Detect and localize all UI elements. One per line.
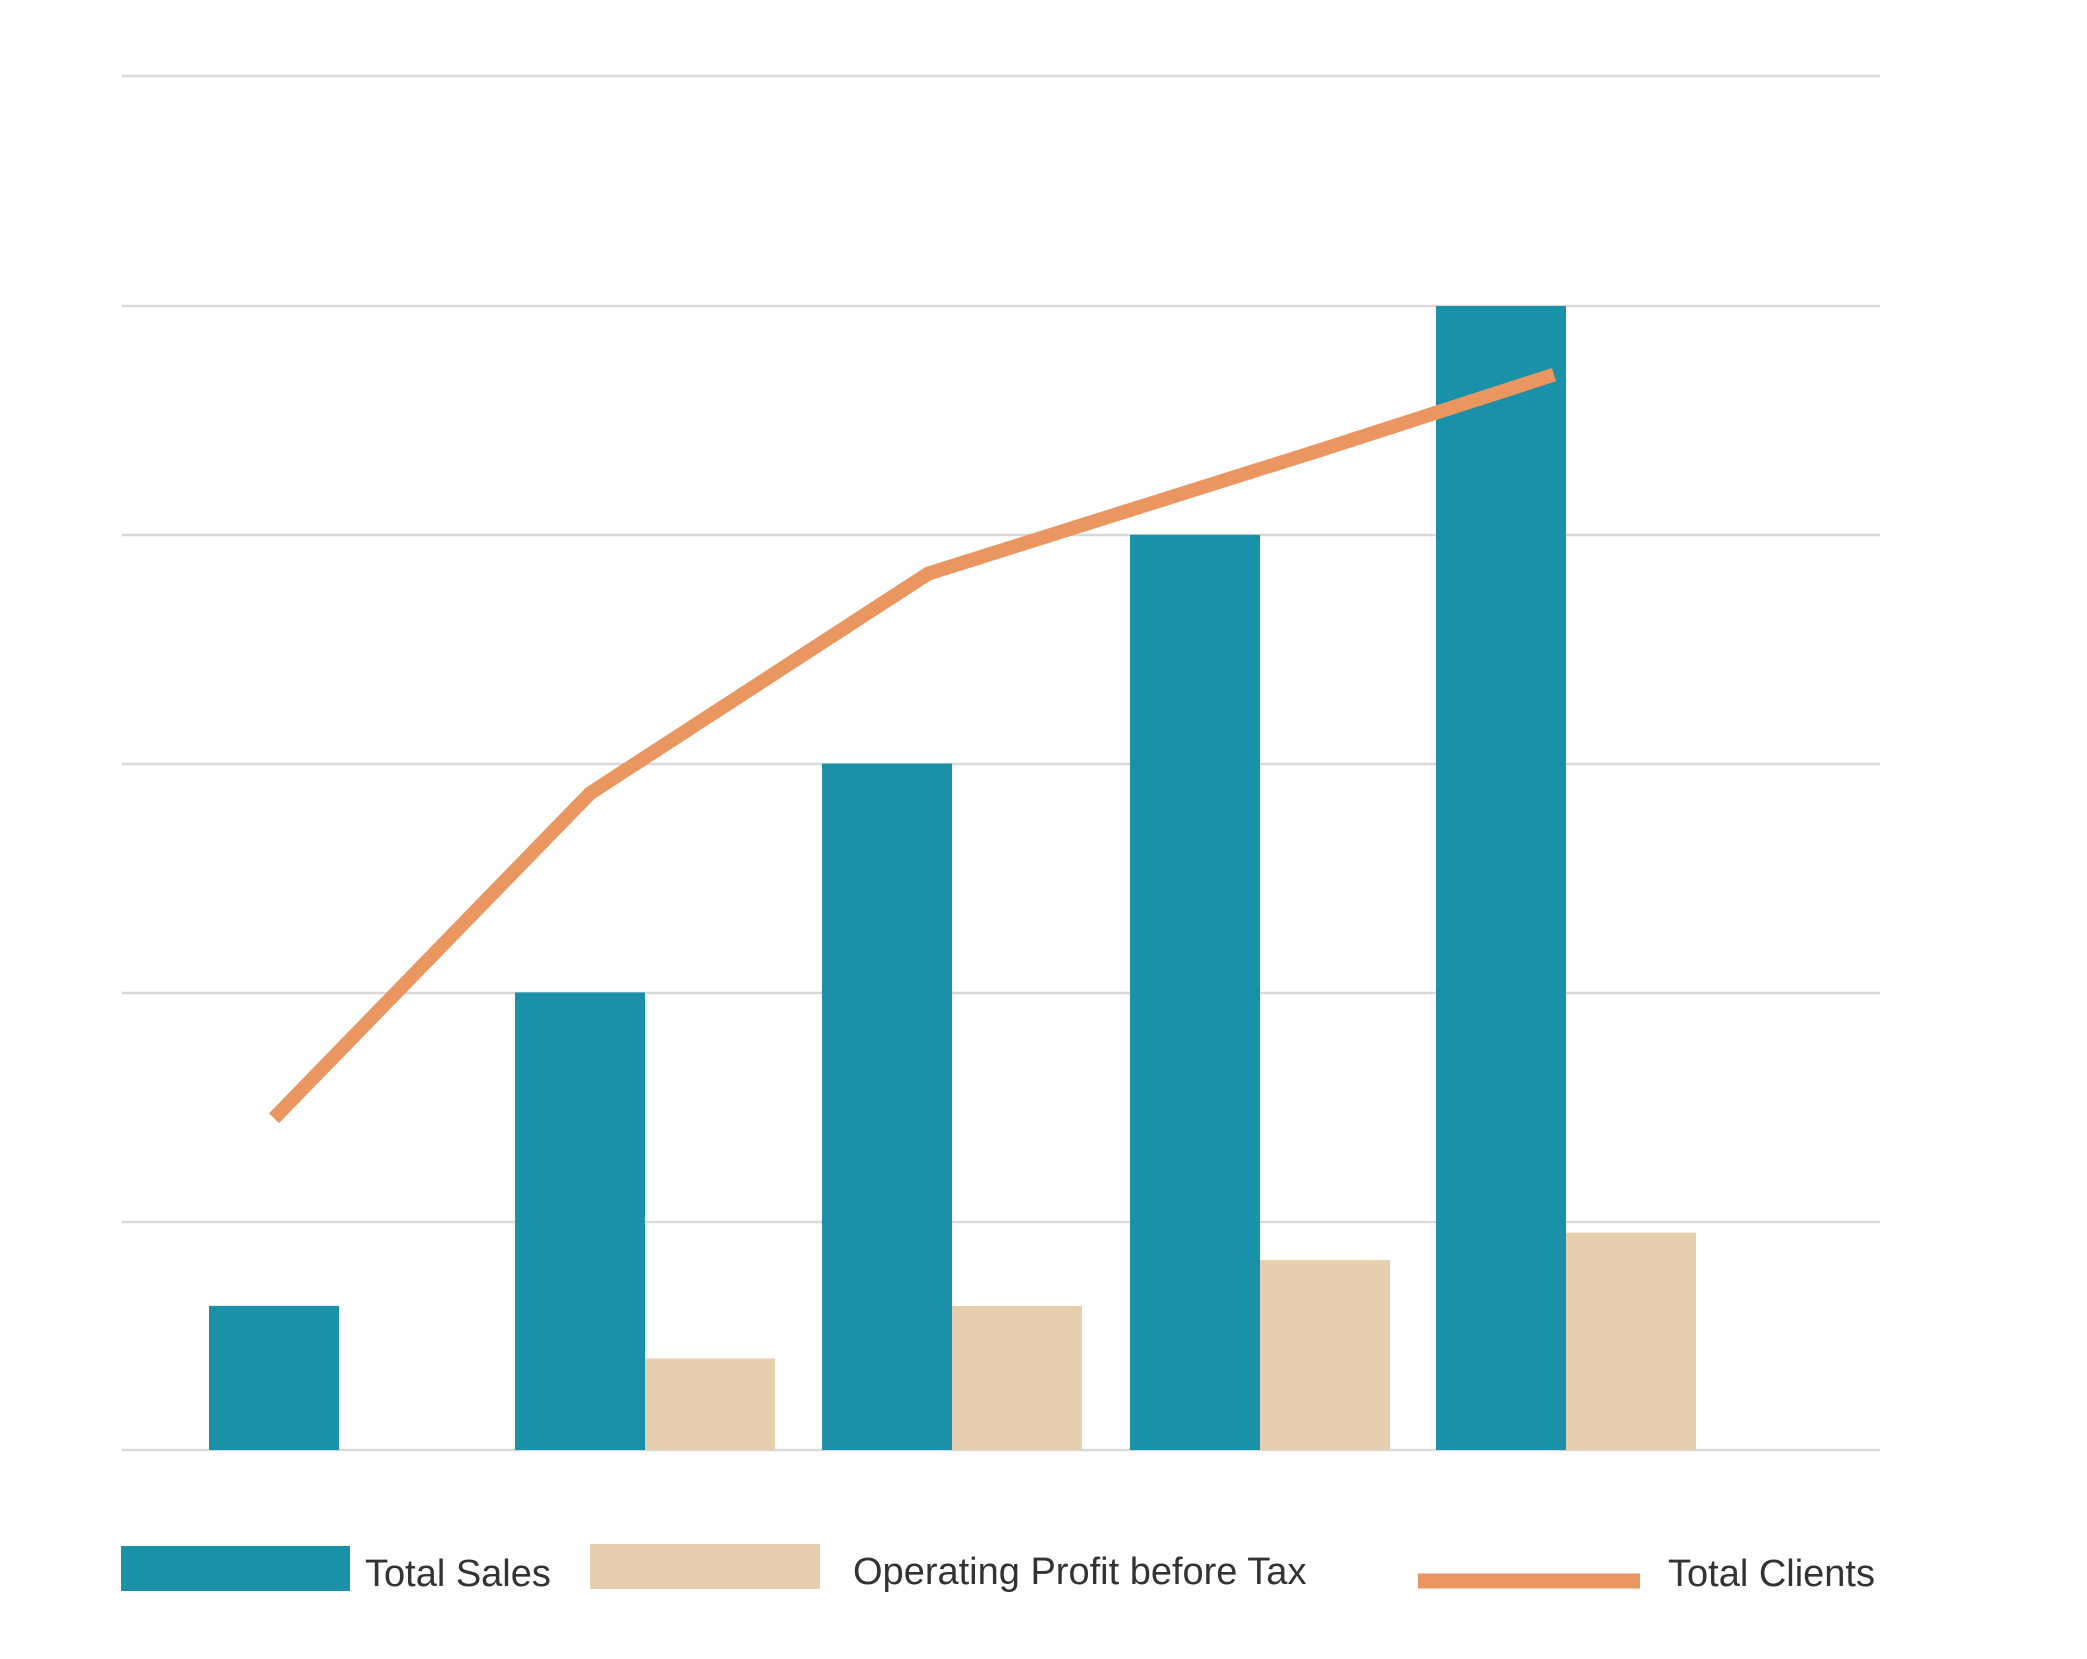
bar-operating-profit-4 bbox=[1260, 1260, 1390, 1450]
bar-operating-profit-2 bbox=[645, 1358, 775, 1450]
bar-total-sales-2 bbox=[515, 992, 645, 1450]
legend-label-total-clients: Total Clients bbox=[1668, 1553, 1875, 1595]
bar-operating-profit-5 bbox=[1566, 1232, 1696, 1450]
lines bbox=[268, 367, 1557, 1124]
line-total-clients bbox=[268, 367, 1557, 1124]
bars bbox=[209, 306, 1696, 1450]
bar-total-sales-4 bbox=[1130, 534, 1260, 1450]
bar-operating-profit-3 bbox=[952, 1305, 1082, 1450]
legend-swatch-operating-profit bbox=[590, 1544, 820, 1589]
bar-total-sales-5 bbox=[1436, 306, 1566, 1450]
legend: Total Sales Operating Profit before Tax … bbox=[121, 1544, 1875, 1595]
legend-label-total-sales: Total Sales bbox=[365, 1553, 551, 1595]
legend-swatch-total-sales bbox=[121, 1546, 350, 1591]
bar-total-sales-1 bbox=[209, 1305, 339, 1450]
gridlines bbox=[122, 74, 1880, 1452]
bar-total-sales-3 bbox=[822, 763, 952, 1450]
legend-label-operating-profit: Operating Profit before Tax bbox=[853, 1551, 1306, 1593]
